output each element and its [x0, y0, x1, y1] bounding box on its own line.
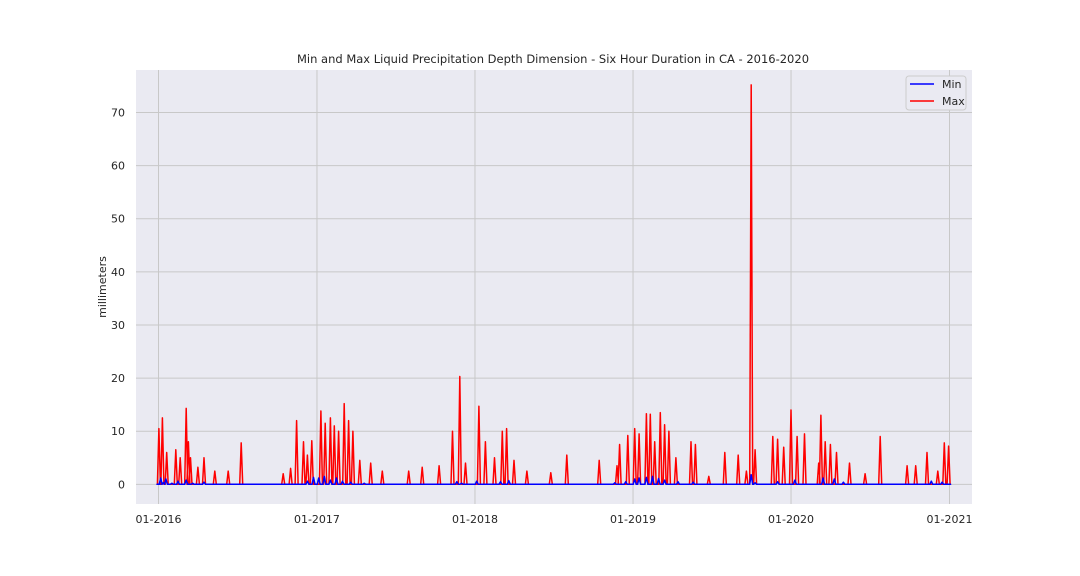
- y-tick-label: 70: [111, 106, 125, 119]
- series-layer: [156, 84, 952, 486]
- legend: Min Max: [905, 75, 967, 111]
- plot-background: [136, 70, 972, 504]
- y-axis-label: millimeters: [96, 256, 109, 318]
- y-tick-label: 40: [111, 266, 125, 279]
- series-line-min: [156, 474, 952, 486]
- y-tick-label: 30: [111, 319, 125, 332]
- legend-label-min: Min: [942, 78, 962, 91]
- x-tick-label: 01-2018: [452, 513, 498, 526]
- y-tick-label: 50: [111, 213, 125, 226]
- grid-lines: [136, 70, 972, 504]
- chart-title: Min and Max Liquid Precipitation Depth D…: [297, 52, 809, 66]
- legend-label-max: Max: [942, 95, 965, 108]
- x-tick-label: 01-2019: [610, 513, 656, 526]
- y-tick-label: 20: [111, 372, 125, 385]
- x-tick-label: 01-2017: [294, 513, 340, 526]
- tick-labels: 01-2016 01-2017 01-2018 01-2019 01-2020 01-20…: [111, 106, 972, 526]
- x-tick-label: 01-2020: [768, 513, 814, 526]
- x-tick-label: 01-2016: [136, 513, 182, 526]
- y-tick-label: 10: [111, 425, 125, 438]
- y-tick-label: 60: [111, 160, 125, 173]
- x-tick-label: 01-2021: [927, 513, 973, 526]
- y-tick-label: 0: [118, 478, 125, 491]
